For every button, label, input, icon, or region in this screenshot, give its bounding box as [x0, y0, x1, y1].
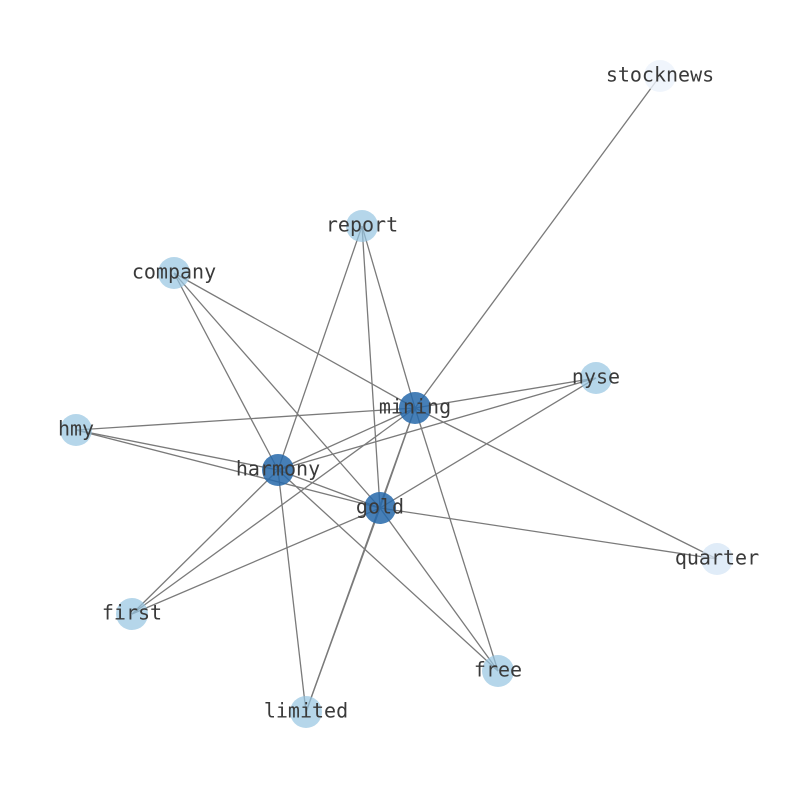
edge [277, 469, 381, 509]
node [262, 454, 294, 486]
node [346, 210, 378, 242]
node [482, 655, 514, 687]
node [644, 60, 676, 92]
node-label: quarter [675, 546, 759, 570]
edge [75, 429, 279, 471]
edge [173, 272, 279, 471]
edge [277, 225, 363, 471]
edge [414, 377, 597, 409]
node-label: mining [379, 395, 451, 419]
node [364, 492, 396, 524]
node-label: free [474, 658, 522, 682]
edge [131, 469, 279, 615]
edge [75, 429, 381, 509]
node [158, 257, 190, 289]
edge [379, 377, 597, 509]
edge [173, 272, 381, 509]
node [701, 543, 733, 575]
edge [305, 507, 381, 713]
node-label: report [326, 213, 398, 237]
node-label: hmy [58, 417, 94, 441]
node-label: stocknews [606, 63, 714, 87]
node [580, 362, 612, 394]
node-label: limited [264, 699, 348, 723]
edge [131, 407, 416, 615]
node-label: company [132, 260, 216, 284]
edge [277, 377, 597, 471]
node [60, 414, 92, 446]
edge [173, 272, 416, 409]
edge [277, 469, 307, 713]
edge [414, 75, 661, 409]
edge [414, 407, 718, 560]
edge [379, 507, 499, 672]
node-label: gold [356, 495, 404, 519]
node [290, 696, 322, 728]
node-label: harmony [236, 457, 320, 481]
edge [75, 407, 416, 431]
node [116, 598, 148, 630]
node-label: nyse [572, 365, 620, 389]
labels: stocknews report company nyse mining hmy harmo… [58, 63, 759, 723]
edge [361, 225, 381, 509]
node-label: first [102, 601, 162, 625]
edge [277, 407, 416, 471]
edges [75, 75, 718, 713]
edge [277, 469, 499, 672]
edge [131, 507, 381, 615]
edge [414, 407, 499, 672]
nodes [60, 60, 733, 728]
edge [361, 225, 416, 409]
edge [379, 507, 718, 560]
node [399, 392, 431, 424]
